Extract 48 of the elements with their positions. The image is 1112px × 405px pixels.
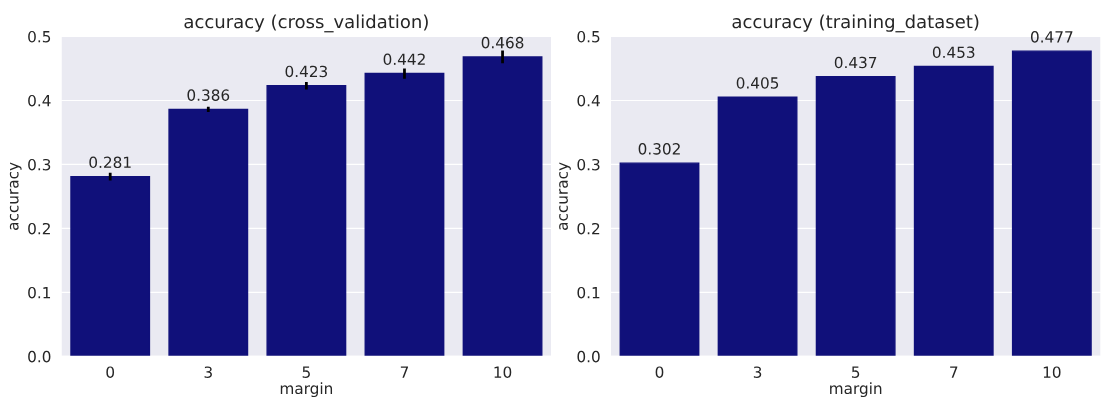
data-label: 0.423 (285, 65, 328, 78)
y-tick-label: 0.0 (577, 350, 600, 363)
data-label: 0.442 (383, 53, 425, 66)
bar (717, 96, 798, 357)
x-tick-label: 10 (1043, 366, 1061, 378)
data-label: 0.477 (1030, 31, 1073, 43)
bar (1011, 50, 1092, 357)
data-label: 0.281 (89, 156, 131, 169)
data-label: 0.437 (834, 56, 877, 69)
bar (70, 175, 151, 357)
y-tick-label: 0.0 (28, 350, 51, 363)
y-tick-label: 0.3 (28, 158, 51, 171)
x-tick-label: 0 (655, 366, 664, 378)
x-tick-label: 0 (106, 366, 115, 378)
data-label: 0.453 (932, 46, 975, 59)
y-tick-label: 0.3 (577, 158, 600, 171)
x-tick-label: 7 (400, 366, 409, 378)
y-tick-label: 0.2 (28, 222, 50, 235)
data-label: 0.405 (736, 77, 779, 89)
x-axis-title: margin (830, 382, 882, 398)
bar (168, 108, 249, 357)
x-tick-label: 7 (950, 366, 958, 378)
y-tick-label: 0.2 (577, 222, 600, 235)
y-axis-title: accuracy (9, 162, 22, 230)
x-tick-label: 10 (494, 366, 512, 378)
chart-title: accuracy (training_dataset) (732, 14, 979, 33)
x-tick-label: 5 (302, 366, 310, 378)
chart-title: accuracy (cross_validation) (184, 14, 428, 33)
x-tick-label: 5 (851, 366, 860, 378)
y-tick-label: 0.5 (28, 30, 51, 43)
bar (619, 162, 700, 357)
bar (462, 56, 543, 357)
data-label: 0.386 (187, 89, 230, 101)
x-tick-label: 3 (204, 366, 212, 378)
y-tick-label: 0.1 (577, 286, 600, 299)
y-axis-title: accuracy (559, 162, 571, 230)
x-tick-label: 3 (753, 366, 762, 378)
y-tick-label: 0.1 (28, 286, 51, 299)
y-tick-label: 0.4 (28, 94, 51, 107)
bar (815, 76, 896, 357)
y-tick-label: 0.5 (577, 30, 600, 43)
bar (364, 72, 445, 357)
data-label: 0.302 (638, 143, 680, 155)
bar (913, 65, 994, 357)
data-label: 0.468 (481, 36, 524, 49)
bar (266, 85, 347, 357)
x-axis-title: margin (280, 382, 333, 398)
y-tick-label: 0.4 (577, 94, 600, 107)
